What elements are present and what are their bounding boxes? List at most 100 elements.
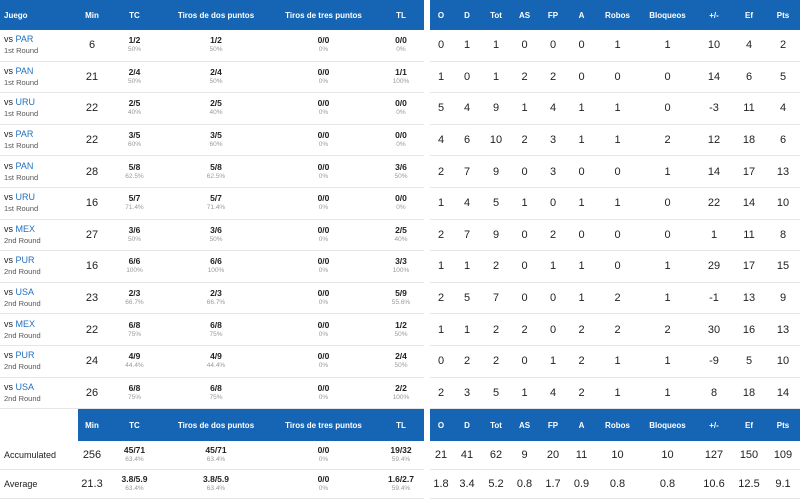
shot-cell-tc: 1/2 50%	[106, 30, 163, 62]
shot-made-attempted: 5/8	[128, 161, 141, 172]
shot-made-attempted: 5/9	[395, 288, 407, 299]
col-header-tc[interactable]: TC	[106, 0, 163, 30]
stat-pm: -9	[696, 345, 732, 378]
round-label: 1st Round	[4, 109, 39, 119]
shot-cell-t2: 6/8 75%	[163, 313, 269, 346]
shot-cell-tl: 0/0 0%	[378, 92, 424, 125]
stat-as: 1	[510, 377, 539, 410]
shot-percentage: 0%	[318, 485, 329, 493]
shot-made-attempted: 3/6	[395, 161, 407, 172]
stat-d: 6	[452, 124, 482, 157]
stat-a: 2	[567, 377, 596, 410]
stat-a: 1	[567, 124, 596, 157]
shot-percentage: 71.4%	[206, 204, 226, 212]
opponent-link[interactable]: PUR	[15, 350, 35, 361]
shot-cell-tl: 2/2 100%	[378, 377, 424, 410]
col-header-pts[interactable]: Pts	[766, 0, 800, 30]
shot-percentage: 0%	[318, 204, 329, 212]
game-cell: vs PAR 1st Round	[0, 30, 78, 62]
col-header-tl[interactable]: TL	[378, 0, 424, 30]
stat-tot: 1	[482, 30, 510, 62]
opponent-link[interactable]: PAR	[15, 34, 34, 45]
stat-ef: 4	[732, 30, 766, 62]
stat-fp: 0	[539, 187, 567, 220]
col-header-game[interactable]: Juego	[0, 0, 78, 30]
stat-d: 4	[452, 187, 482, 220]
opponent-link[interactable]: MEX	[15, 223, 36, 234]
game-vs-label: vs	[4, 255, 13, 266]
stat-bloqueos: 0	[639, 92, 696, 125]
col-header-bloqueos[interactable]: Bloqueos	[639, 0, 696, 30]
game-vs-label: vs	[4, 160, 13, 171]
shot-percentage: 0%	[396, 46, 406, 54]
shot-cell-t2: 3/6 50%	[163, 219, 269, 252]
shot-percentage: 100%	[392, 77, 410, 85]
stat-o: 0	[430, 345, 452, 378]
column-divider	[424, 408, 430, 442]
col-header-min[interactable]: Min	[78, 0, 106, 30]
opponent-link[interactable]: USA	[15, 287, 35, 298]
shot-made-attempted: 0/0	[317, 319, 330, 330]
shot-made-attempted: 0/0	[317, 351, 330, 362]
stat-fp: 1	[539, 345, 567, 378]
shot-percentage: 50%	[394, 330, 408, 338]
opponent-link[interactable]: PUR	[15, 255, 35, 266]
stat-bloqueos: 0	[639, 61, 696, 94]
col-header-d[interactable]: D	[452, 0, 482, 30]
opponent-link[interactable]: PAN	[15, 65, 34, 76]
col-header-robos[interactable]: Robos	[596, 0, 639, 30]
column-divider	[424, 282, 430, 314]
stat-ef: 13	[732, 282, 766, 315]
col-header-as[interactable]: AS	[510, 0, 539, 30]
stat-d: 41	[452, 441, 482, 471]
shot-made-attempted: 19/32	[390, 445, 412, 456]
shot-percentage: 75%	[127, 393, 141, 401]
opponent-link[interactable]: URU	[15, 97, 36, 108]
opponent-link[interactable]: URU	[15, 192, 36, 203]
col-header-three-pointers[interactable]: Tiros de tres puntos	[269, 0, 378, 30]
shot-cell-t3: 0/0 0%	[269, 282, 378, 315]
shot-percentage: 0%	[318, 141, 329, 149]
opponent-link[interactable]: PAN	[15, 160, 34, 171]
minutes-cell: 22	[78, 124, 106, 157]
opponent-link[interactable]: PAR	[15, 129, 34, 140]
shot-cell-tl: 0/0 0%	[378, 30, 424, 62]
stat-fp: 1	[539, 250, 567, 283]
game-cell: vs USA 2nd Round	[0, 377, 78, 410]
shot-percentage: 59.4%	[391, 456, 411, 464]
round-label: 2nd Round	[4, 362, 41, 372]
shot-percentage: 44.4%	[125, 362, 144, 370]
shot-percentage: 63.4%	[125, 456, 144, 464]
col-header-tot[interactable]: Tot	[482, 0, 510, 30]
opponent-link[interactable]: USA	[15, 381, 35, 392]
shot-percentage: 63.4%	[206, 456, 226, 464]
shot-made-attempted: 0/0	[317, 256, 330, 267]
column-divider	[424, 469, 430, 499]
opponent-link[interactable]: MEX	[15, 318, 36, 329]
stat-robos: 2	[596, 282, 639, 315]
minutes-cell: 6	[78, 30, 106, 62]
shot-cell-t3: 0/0 0%	[269, 30, 378, 62]
col-header-o[interactable]: O	[430, 0, 452, 30]
shot-percentage: 75%	[209, 330, 223, 338]
col-header-two-pointers[interactable]: Tiros de dos puntos	[163, 0, 269, 30]
col-header-ef[interactable]: Ef	[732, 0, 766, 30]
shot-percentage: 100%	[392, 267, 410, 275]
shot-cell-t3: 0/0 0%	[269, 377, 378, 410]
stat-pts: 2	[766, 30, 800, 62]
shot-made-attempted: 6/8	[128, 382, 141, 393]
stat-o: 2	[430, 377, 452, 410]
stat-as: 0	[510, 345, 539, 378]
shot-percentage: 0%	[318, 299, 329, 307]
col-header-plus-minus[interactable]: +/-	[696, 0, 732, 30]
shot-percentage: 50%	[127, 46, 141, 54]
shot-made-attempted: 2/4	[210, 66, 222, 77]
shot-made-attempted: 6/8	[210, 382, 222, 393]
summary-header-bloqueos: Bloqueos	[639, 408, 696, 442]
shot-made-attempted: 3/5	[128, 130, 141, 141]
col-header-a[interactable]: A	[567, 0, 596, 30]
shot-made-attempted: 2/5	[128, 98, 141, 109]
col-header-fp[interactable]: FP	[539, 0, 567, 30]
shot-made-attempted: 6/8	[210, 319, 222, 330]
